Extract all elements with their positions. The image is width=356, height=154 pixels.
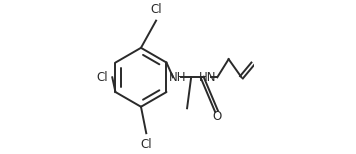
- Text: HN: HN: [199, 71, 216, 84]
- Text: NH: NH: [168, 71, 186, 84]
- Text: O: O: [212, 110, 221, 123]
- Text: Cl: Cl: [96, 71, 108, 84]
- Text: Cl: Cl: [150, 3, 162, 16]
- Text: Cl: Cl: [141, 138, 152, 151]
